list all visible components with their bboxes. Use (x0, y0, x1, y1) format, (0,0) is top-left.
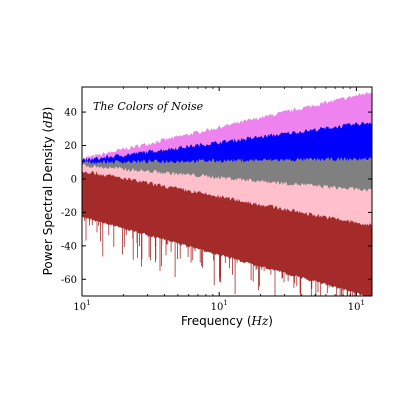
series-band (82, 170, 372, 296)
x-tick-label: 101 (73, 299, 90, 313)
y-tick-label: -20 (61, 208, 77, 219)
y-axis-label: Power Spectral Density (dB) (41, 107, 55, 276)
x-tick-label: 101 (348, 299, 365, 313)
y-tick-label: -60 (61, 275, 77, 286)
x-tick-label: 101 (211, 299, 228, 313)
ticks-layer: -60 -40 -20 0 20 40 101 101 101 (61, 87, 372, 313)
plot-frame (81, 86, 373, 297)
series-layer (82, 91, 372, 296)
y-tick-label: -40 (61, 241, 77, 252)
y-axis-label-text: Power Spectral Density (41, 136, 55, 275)
chart-title: The Colors of Noise (93, 100, 204, 113)
x-axis-label-unit: Hz (251, 314, 269, 328)
noise-series-4 (82, 170, 372, 296)
series-spikes (84, 214, 369, 296)
y-axis-label-unit: dB (41, 111, 55, 128)
x-axis-label-text: Frequency (181, 314, 243, 328)
x-axis-label: Frequency (Hz) (181, 314, 273, 328)
y-tick-label: 40 (64, 108, 77, 119)
y-tick-label: 0 (71, 174, 77, 185)
y-tick-label: 20 (64, 141, 77, 152)
